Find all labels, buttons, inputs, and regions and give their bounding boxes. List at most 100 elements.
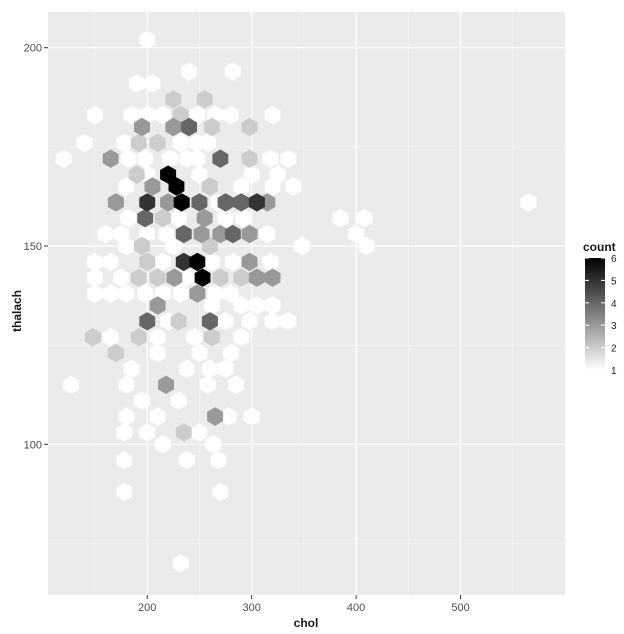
hex-cell — [212, 268, 229, 287]
hex-cell — [356, 209, 373, 228]
hex-cell — [205, 435, 221, 454]
hex-cell — [181, 117, 197, 137]
hex-cell — [201, 359, 218, 379]
hex-cell — [87, 284, 103, 303]
hex-cell — [97, 224, 114, 244]
hex-cell — [222, 105, 239, 125]
hex-cell — [212, 224, 229, 244]
hex-cell — [224, 252, 241, 272]
hex-cell — [160, 165, 177, 184]
hex-cell — [217, 359, 234, 379]
y-axis-ticks: 100 150 200 — [24, 43, 48, 451]
hex-cell — [201, 236, 218, 256]
hex-cell — [264, 296, 281, 315]
hex-cell — [207, 407, 224, 426]
hex-cell — [87, 268, 103, 287]
hex-cell — [243, 407, 260, 426]
hex-cell — [222, 343, 239, 363]
hex-cell — [116, 423, 133, 442]
hex-cell — [233, 268, 250, 287]
hex-cell — [178, 359, 195, 379]
legend-label: 3 — [611, 321, 617, 332]
hex-cell — [189, 149, 206, 168]
hex-cell — [130, 328, 147, 347]
hex-cell — [130, 133, 147, 153]
hex-cell — [264, 177, 281, 196]
hex-cell — [191, 165, 208, 184]
hex-cell — [130, 268, 147, 287]
hex-cell — [178, 451, 195, 470]
hex-cell — [120, 209, 137, 228]
hex-cell — [123, 359, 140, 379]
hex-cell — [76, 133, 93, 153]
hex-cell — [118, 284, 135, 303]
hex-cell — [264, 105, 281, 125]
hex-cell — [128, 165, 145, 184]
hex-cell — [248, 296, 265, 315]
hex-cell — [84, 328, 101, 347]
hex-cell — [175, 423, 192, 442]
hex-cell — [280, 149, 297, 168]
hex-cell — [224, 62, 241, 81]
hex-cell — [293, 236, 310, 256]
hex-cell — [170, 391, 187, 410]
x-tick-label: 500 — [451, 602, 469, 614]
hex-cell — [217, 193, 234, 212]
y-axis-title: thalach — [10, 290, 24, 332]
hex-cell — [102, 149, 119, 168]
hex-cell — [120, 149, 137, 168]
hex-cell — [264, 312, 281, 331]
hex-cell — [160, 193, 177, 212]
hex-cell — [128, 74, 145, 93]
hex-cell — [107, 193, 124, 212]
hex-cell — [217, 312, 234, 331]
hex-cell — [191, 193, 208, 212]
hex-cell — [210, 451, 227, 470]
hex-cell — [139, 30, 156, 49]
hex-cell — [139, 312, 156, 331]
hex-cell — [149, 343, 166, 363]
hex-cell — [222, 284, 239, 303]
hex-cell — [170, 209, 187, 228]
hex-cell — [149, 407, 166, 426]
hex-cell — [193, 224, 210, 244]
hex-cell — [172, 284, 189, 303]
hex-cell — [168, 177, 185, 196]
legend-title: count — [583, 240, 616, 254]
hex-cell — [149, 296, 166, 315]
hex-cell — [158, 375, 174, 394]
hex-cell — [189, 284, 206, 303]
hex-cell — [248, 193, 265, 212]
hex-cell — [116, 133, 133, 153]
y-tick-label: 100 — [24, 439, 42, 451]
hex-cell — [118, 177, 135, 196]
hex-cell — [144, 74, 161, 93]
hex-cell — [196, 209, 213, 228]
hex-cell — [259, 224, 276, 244]
legend-label: 4 — [611, 299, 617, 310]
hex-cell — [228, 375, 244, 394]
hex-cell — [262, 149, 279, 168]
hex-cell — [248, 268, 265, 287]
hex-cell — [186, 328, 203, 347]
hex-cell — [102, 252, 119, 272]
hex-cell — [87, 252, 103, 272]
hex-cell — [154, 252, 171, 272]
x-tick-label: 400 — [347, 602, 365, 614]
legend-label: 2 — [611, 344, 617, 355]
hex-cell — [235, 209, 252, 228]
hex-cell — [144, 177, 161, 196]
hex-cell — [162, 149, 179, 168]
hex-cell — [149, 268, 166, 287]
hex-cell — [139, 252, 156, 272]
hex-cell — [165, 117, 182, 137]
hex-cell — [172, 105, 189, 125]
hex-cell — [170, 312, 187, 331]
hex-cell — [154, 209, 171, 228]
hex-cell — [332, 209, 349, 228]
hex-cell — [204, 328, 220, 347]
hex-cell — [348, 224, 365, 244]
hex-cell — [241, 149, 258, 168]
hex-cell — [134, 236, 150, 256]
